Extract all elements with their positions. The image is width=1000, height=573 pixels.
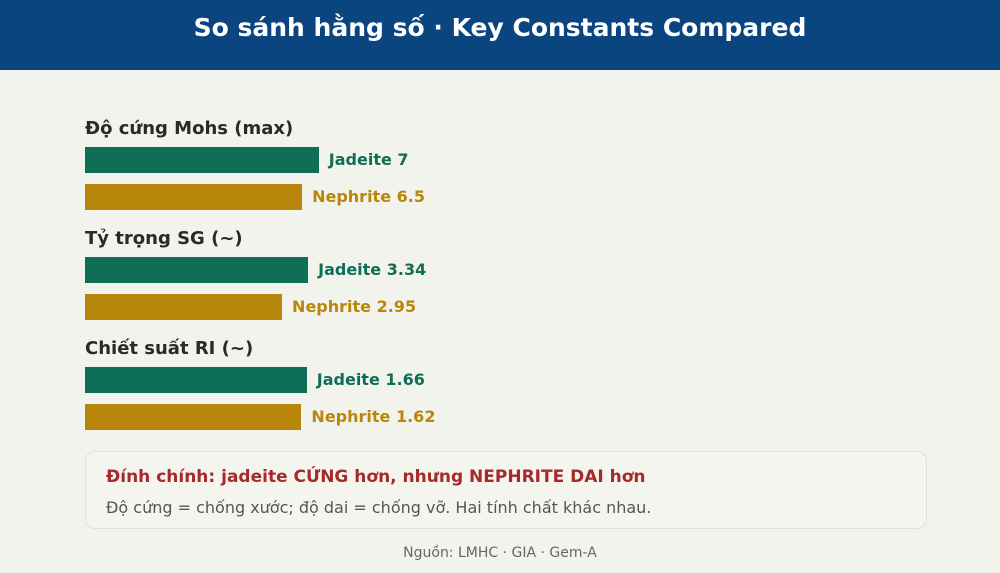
bar-label: Nephrite 2.95: [292, 294, 416, 320]
note-text: Độ cứng = chống xước; độ dai = chống vỡ.…: [106, 498, 652, 517]
bar: [85, 294, 283, 320]
value-label: 1.62: [395, 407, 436, 426]
source: Nguồn: LMHC · GIA · Gem-A: [403, 545, 597, 561]
group-title: Tỷ trọng SG (~): [85, 228, 243, 249]
header-title: So sánh hằng số · Key Constants Compared: [0, 0, 1000, 70]
category-label: Nephrite: [312, 187, 392, 206]
group-title: Độ cứng Mohs (max): [85, 118, 294, 139]
bar-label: Jadeite 3.34: [318, 257, 426, 283]
category-label: Jadeite: [328, 150, 392, 169]
bar-label: Jadeite 1.66: [317, 367, 425, 393]
value-label: 1.66: [385, 370, 425, 389]
value-label: 3.34: [386, 260, 427, 279]
value-label: 7: [397, 150, 409, 169]
category-label: Nephrite: [311, 407, 391, 426]
bar: [85, 257, 309, 283]
category-label: Nephrite: [292, 297, 372, 316]
value-label: 6.5: [396, 187, 425, 206]
group-title: Chiết suất RI (~): [85, 338, 254, 359]
bar: [85, 147, 319, 173]
bar-label: Nephrite 1.62: [311, 404, 435, 430]
category-label: Jadeite: [318, 260, 382, 279]
bar-label: Jadeite 7: [329, 147, 409, 173]
note-box: Đính chính: jadeite CỨNG hơn, nhưng NEPH…: [85, 451, 927, 529]
bar: [85, 184, 303, 210]
category-label: Jadeite: [316, 370, 380, 389]
bar-label: Nephrite 6.5: [312, 184, 425, 210]
value-label: 2.95: [376, 297, 417, 316]
bar: [85, 367, 307, 393]
bar: [85, 404, 302, 430]
note-title: Đính chính: jadeite CỨNG hơn, nhưng NEPH…: [106, 467, 646, 487]
